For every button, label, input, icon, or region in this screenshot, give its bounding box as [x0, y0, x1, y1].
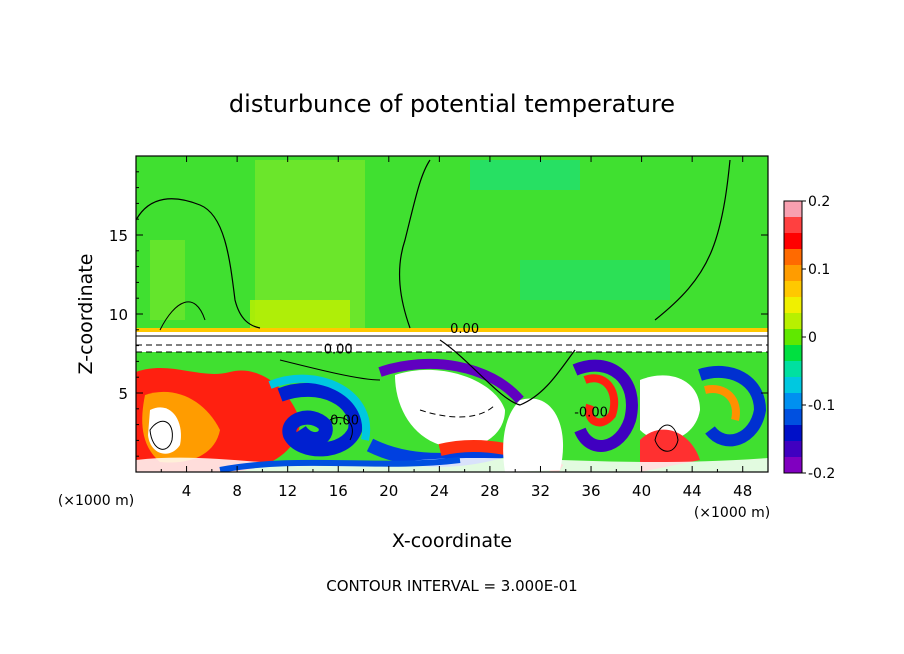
x-axis: 4 8 12 16 20 24 28 32 36 40 44 48	[160, 156, 752, 500]
contour-trough	[439, 339, 576, 406]
contour-upper-left-2	[159, 301, 206, 331]
x-tick-label: 4	[182, 482, 192, 500]
field-white-cell-1	[503, 398, 564, 472]
contour-lower-4	[654, 424, 679, 452]
colorbar-swatch	[784, 441, 802, 458]
x-tick-label: 48	[733, 482, 752, 500]
colorbar-swatch	[784, 345, 802, 362]
colorbar-swatch	[784, 217, 802, 234]
chart-title: disturbunce of potential temperature	[229, 90, 675, 118]
x-tick-label: 20	[379, 482, 398, 500]
colorbar-swatch	[784, 409, 802, 426]
field-white-blob-left	[148, 407, 181, 454]
contour-label: -0.00	[574, 406, 608, 421]
contour-lower-1	[279, 359, 381, 381]
colorbar-swatch	[784, 361, 802, 378]
x-tick-label: 28	[480, 482, 499, 500]
field-white-vortex-mid	[395, 369, 505, 449]
colorbar-tick-label: -0.1	[808, 398, 835, 414]
field-purple-band	[378, 358, 524, 404]
field-warm-strip	[250, 300, 350, 328]
x-tick-label: 32	[531, 482, 550, 500]
contour-labels: 0.00 0.00 0.00 -0.00	[324, 322, 608, 429]
plot-area	[136, 156, 768, 472]
contour-lower-3	[149, 420, 173, 450]
colorbar-swatch	[784, 377, 802, 394]
field-light-column-2	[150, 240, 185, 320]
x-tick-label: 8	[232, 482, 242, 500]
colorbar-swatch	[784, 201, 802, 218]
colorbar-swatch	[784, 265, 802, 282]
colorbar	[783, 200, 803, 474]
x-tick-label: 40	[632, 482, 651, 500]
field-white-cell-2	[640, 375, 700, 441]
colorbar-tick-label: -0.2	[808, 466, 835, 482]
colorbar-swatch	[784, 425, 802, 442]
colorbar-swatch	[784, 249, 802, 266]
colorbar-swatch	[784, 329, 802, 346]
colorbar-tick-label: 0.1	[808, 262, 830, 278]
field-blue-swirl-1	[277, 383, 363, 457]
x-tick-label: 36	[581, 482, 600, 500]
colorbar-ticks: 0.2 0.1 0 -0.1 -0.2	[802, 194, 835, 482]
x-unit-right: (×1000 m)	[694, 505, 770, 521]
x-unit-left: (×1000 m)	[58, 493, 134, 509]
contour-upper-left	[136, 198, 261, 329]
x-tick-label: 12	[278, 482, 297, 500]
contour-label: 0.00	[450, 322, 479, 337]
colorbar-swatch	[784, 457, 802, 474]
colorbar-swatch	[784, 233, 802, 250]
field-red-swirl-2	[583, 374, 619, 427]
y-axis-label: Z-coordinate	[75, 254, 97, 375]
colorbar-swatch	[784, 281, 802, 298]
contour-upper-right	[654, 159, 731, 321]
field-purple-swirl-2	[572, 359, 638, 452]
x-tick-label: 24	[430, 482, 449, 500]
field-upper	[136, 156, 768, 332]
field-orange-swirl-3	[704, 385, 740, 421]
field-white-bottom-strip	[136, 457, 768, 472]
colorbar-tick-label: 0	[808, 330, 817, 346]
field-blue-swirl-3	[698, 365, 767, 447]
colorbar-swatch	[784, 313, 802, 330]
colorbar-swatch	[784, 393, 802, 410]
contour-label: 0.00	[324, 343, 353, 358]
contour-lower-5	[329, 417, 353, 441]
contour-label: 0.00	[330, 414, 359, 429]
x-tick-label: 44	[683, 482, 702, 500]
field-cool-patch-1	[470, 160, 580, 190]
contour-lower-2	[419, 404, 496, 418]
contour-upper-mid	[398, 159, 431, 329]
contour-interval-note: CONTOUR INTERVAL = 3.000E-01	[326, 577, 577, 595]
y-tick-label: 15	[109, 227, 128, 245]
y-tick-label: 5	[118, 385, 128, 403]
colorbar-tick-label: 0.2	[808, 194, 830, 210]
field-cool-patch-2	[520, 260, 670, 300]
field-inversion-band	[136, 328, 768, 332]
field-blue-bottom-strip	[219, 457, 461, 472]
x-tick-label: 16	[329, 482, 348, 500]
colorbar-swatch	[784, 297, 802, 314]
field-cyan-swirl-1	[268, 374, 371, 441]
x-axis-label: X-coordinate	[392, 530, 512, 552]
y-tick-label: 10	[109, 306, 128, 324]
y-axis: 5 10 15	[109, 171, 768, 457]
